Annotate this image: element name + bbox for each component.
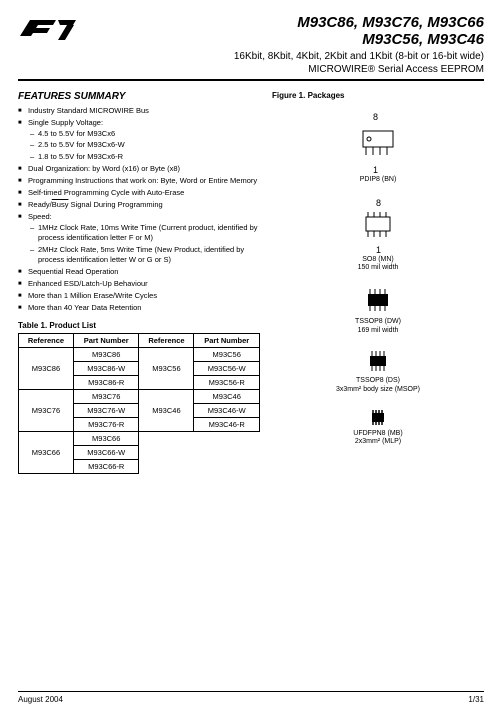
feature-item: Enhanced ESD/Latch-Up Behaviour xyxy=(18,279,260,289)
title-block: M93C86, M93C76, M93C66 M93C56, M93C46 xyxy=(297,14,484,48)
right-column: Figure 1. Packages 81PDIP8 (BN) 81SO8 (MN… xyxy=(272,91,484,474)
divider xyxy=(18,79,484,81)
features-heading: FEATURES SUMMARY xyxy=(18,91,260,102)
st-logo xyxy=(18,14,78,44)
footer-divider xyxy=(18,691,484,692)
table-header: Reference xyxy=(19,334,74,348)
subtitle-line2: MICROWIRE® Serial Access EEPROM xyxy=(18,63,484,76)
features-list: Industry Standard MICROWIRE Bus Single Su… xyxy=(18,106,260,313)
feature-item: Industry Standard MICROWIRE Bus xyxy=(18,106,260,116)
footer: August 2004 1/31 xyxy=(18,691,484,704)
table-row: M93C86M93C86M93C56M93C56 xyxy=(19,348,260,362)
subtitle-line1: 16Kbit, 8Kbit, 4Kbit, 2Kbit and 1Kbit (8… xyxy=(18,50,484,63)
table-row: M93C76M93C76M93C46M93C46 xyxy=(19,390,260,404)
feature-subitem: 4.5 to 5.5V for M93Cx6 xyxy=(28,129,260,139)
feature-item: Self-timed Programming Cycle with Auto-E… xyxy=(18,188,260,198)
footer-date: August 2004 xyxy=(18,695,63,704)
package-item: TSSOP8 (DS)3x3mm² body size (MSOP) xyxy=(336,349,420,394)
footer-page: 1/31 xyxy=(468,695,484,704)
feature-item: Single Supply Voltage:4.5 to 5.5V for M9… xyxy=(18,118,260,162)
packages: 81PDIP8 (BN) 81SO8 (MN)150 mil width TSSOP… xyxy=(272,106,484,447)
package-item: UFDFPN8 (MB)2x3mm² (MLP) xyxy=(353,408,402,447)
table-row: M93C66M93C66 xyxy=(19,432,260,446)
table-header: Part Number xyxy=(194,334,260,348)
content: FEATURES SUMMARY Industry Standard MICRO… xyxy=(18,91,484,474)
feature-item: Speed:1MHz Clock Rate, 10ms Write Time (… xyxy=(18,212,260,265)
feature-item: Sequential Read Operation xyxy=(18,267,260,277)
feature-subitem: 1MHz Clock Rate, 10ms Write Time (Curren… xyxy=(28,223,260,243)
feature-item: More than 40 Year Data Retention xyxy=(18,303,260,313)
left-column: FEATURES SUMMARY Industry Standard MICRO… xyxy=(18,91,260,474)
feature-item: Dual Organization: by Word (x16) or Byte… xyxy=(18,164,260,174)
product-table: ReferencePart NumberReferencePart Number… xyxy=(18,333,260,474)
subtitle: 16Kbit, 8Kbit, 4Kbit, 2Kbit and 1Kbit (8… xyxy=(18,50,484,76)
table-header: Reference xyxy=(139,334,194,348)
package-item: TSSOP8 (DW)169 mil width xyxy=(355,286,401,335)
table-title: Table 1. Product List xyxy=(18,321,260,330)
feature-subitem: 1.8 to 5.5V for M93Cx6-R xyxy=(28,152,260,162)
feature-item: Programming Instructions that work on: B… xyxy=(18,176,260,186)
table-header: Part Number xyxy=(73,334,139,348)
table-header-row: ReferencePart NumberReferencePart Number xyxy=(19,334,260,348)
feature-subitem: 2MHz Clock Rate, 5ms Write Time (New Pro… xyxy=(28,245,260,265)
table-body: M93C86M93C86M93C56M93C56M93C86-WM93C56-W… xyxy=(19,348,260,474)
header: M93C86, M93C76, M93C66 M93C56, M93C46 xyxy=(18,14,484,48)
package-item: 81SO8 (MN)150 mil width xyxy=(356,198,400,272)
package-item: 81PDIP8 (BN) xyxy=(353,112,403,184)
title-line1: M93C86, M93C76, M93C66 xyxy=(297,14,484,31)
title-line2: M93C56, M93C46 xyxy=(297,31,484,48)
feature-subitem: 2.5 to 5.5V for M93Cx6-W xyxy=(28,140,260,150)
figure-title: Figure 1. Packages xyxy=(272,91,484,100)
feature-item: Ready/Busy Signal During Programming xyxy=(18,200,260,210)
feature-item: More than 1 Million Erase/Write Cycles xyxy=(18,291,260,301)
